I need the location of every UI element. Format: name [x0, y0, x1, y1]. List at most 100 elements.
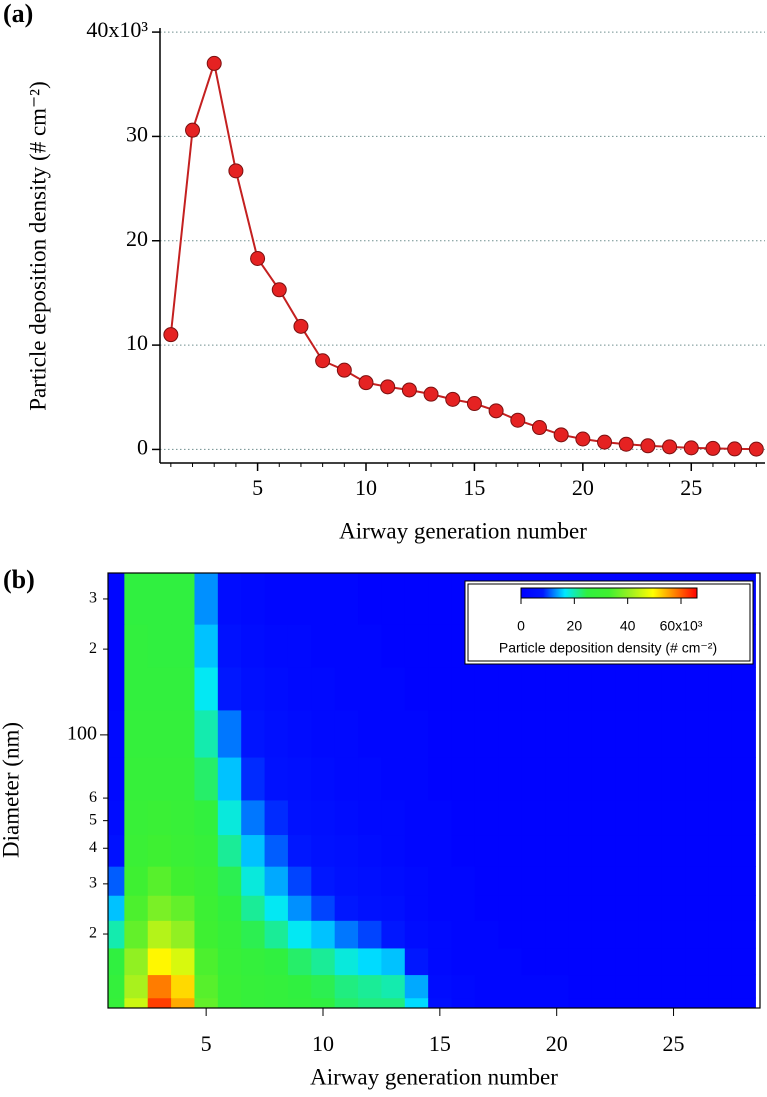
heatmap-cell — [708, 666, 733, 711]
heatmap-cell — [311, 573, 336, 625]
heatmap-cell — [568, 666, 593, 711]
data-point — [206, 55, 222, 71]
heatmap-cell — [381, 709, 406, 758]
heatmap-cell — [264, 834, 289, 867]
heatmap-cell — [731, 997, 756, 1008]
heatmap-cell — [194, 866, 219, 896]
heatmap-cell — [358, 756, 383, 801]
heatmap-cell — [545, 920, 569, 949]
data-point — [163, 327, 179, 343]
heatmap-cell — [124, 624, 149, 668]
y-tick-label: 3 — [89, 875, 97, 892]
heatmap-cell — [241, 834, 266, 867]
data-point — [315, 353, 331, 369]
heatmap-cell — [545, 866, 569, 896]
heatmap-cell — [124, 709, 149, 758]
heatmap-cell — [358, 895, 383, 921]
y-tick-label: 10 — [126, 330, 148, 355]
heatmap-cell — [381, 997, 406, 1008]
heatmap-cell — [124, 920, 149, 949]
heatmap-cell — [451, 920, 476, 949]
heatmap-cell — [661, 997, 686, 1008]
data-point — [228, 163, 244, 179]
data-point — [597, 434, 613, 450]
heatmap-cell — [217, 756, 242, 801]
data-point — [293, 318, 309, 334]
data-point — [401, 382, 417, 398]
heatmap-cell — [451, 834, 476, 867]
heatmap-cell — [428, 624, 453, 668]
heatmap-cell — [428, 666, 453, 711]
heatmap-cell — [264, 920, 289, 949]
heatmap-cell — [404, 709, 429, 758]
heatmap-cell — [217, 866, 242, 896]
heatmap-cell — [108, 866, 125, 896]
heatmap-cell — [124, 834, 149, 867]
heatmap-cell — [358, 920, 383, 949]
heatmap-cell — [474, 756, 499, 801]
heatmap-cell — [731, 866, 756, 896]
heatmap-cell — [217, 666, 242, 711]
heatmap-cell — [124, 866, 149, 896]
heatmap-cell — [358, 709, 383, 758]
heatmap-cell — [124, 974, 149, 999]
heatmap-cell — [124, 947, 149, 976]
heatmap-cell — [451, 895, 476, 921]
heatmap-cell — [171, 573, 196, 625]
heatmap-cell — [731, 834, 756, 867]
heatmap-cell — [638, 947, 663, 976]
heatmap-cell — [708, 974, 733, 999]
heatmap-cell — [708, 895, 733, 921]
heatmap-cell — [568, 756, 593, 801]
heatmap-cell — [334, 709, 359, 758]
heatmap-cell — [568, 974, 593, 999]
heatmap-cell — [381, 756, 406, 801]
heatmap-cell — [381, 895, 406, 921]
heatmap-cell — [264, 799, 289, 836]
heatmap-cell — [404, 866, 429, 896]
heatmap-cell — [451, 756, 476, 801]
heatmap-cell — [217, 947, 242, 976]
heatmap-cell — [428, 709, 453, 758]
heatmap-cell — [404, 624, 429, 668]
heatmap-cell — [264, 997, 289, 1008]
heatmap-cell — [521, 920, 546, 949]
heatmap-cell — [731, 920, 756, 949]
heatmap-cell — [311, 666, 336, 711]
heatmap-cell — [498, 834, 523, 867]
heatmap-cell — [545, 974, 569, 999]
heatmap-cell — [521, 756, 546, 801]
heatmap-cell — [638, 895, 663, 921]
y-tick-label: 5 — [89, 811, 97, 828]
heatmap-cell — [404, 573, 429, 625]
heatmap-cell — [194, 920, 219, 949]
heatmap-cell — [194, 709, 219, 758]
heatmap-cell — [428, 920, 453, 949]
heatmap-cell — [474, 920, 499, 949]
colorbar-tick-label: 0 — [517, 618, 525, 634]
heatmap-cell — [591, 666, 616, 711]
heatmap-cell — [568, 866, 593, 896]
y-tick-label: 2 — [89, 925, 97, 942]
heatmap-cell — [147, 709, 172, 758]
heatmap-cell — [147, 799, 172, 836]
y-tick-label: 2 — [89, 640, 97, 657]
heatmap-cell — [147, 974, 172, 999]
heatmap-cell — [358, 624, 383, 668]
heatmap-cell — [381, 920, 406, 949]
heatmap-cell — [498, 974, 523, 999]
heatmap-cell — [451, 709, 476, 758]
heatmap-cell — [171, 709, 196, 758]
heatmap-cell — [311, 799, 336, 836]
heatmap-cell — [287, 997, 312, 1008]
heatmap-cell — [241, 709, 266, 758]
heatmap-cell — [638, 709, 663, 758]
heatmap-cell — [661, 895, 686, 921]
heatmap-cell — [545, 756, 569, 801]
y-tick-label: 4 — [89, 839, 97, 856]
heatmap-cell — [568, 920, 593, 949]
heatmap-cell — [194, 799, 219, 836]
heatmap-cell — [615, 895, 640, 921]
x-tick-label: 25 — [680, 475, 702, 500]
